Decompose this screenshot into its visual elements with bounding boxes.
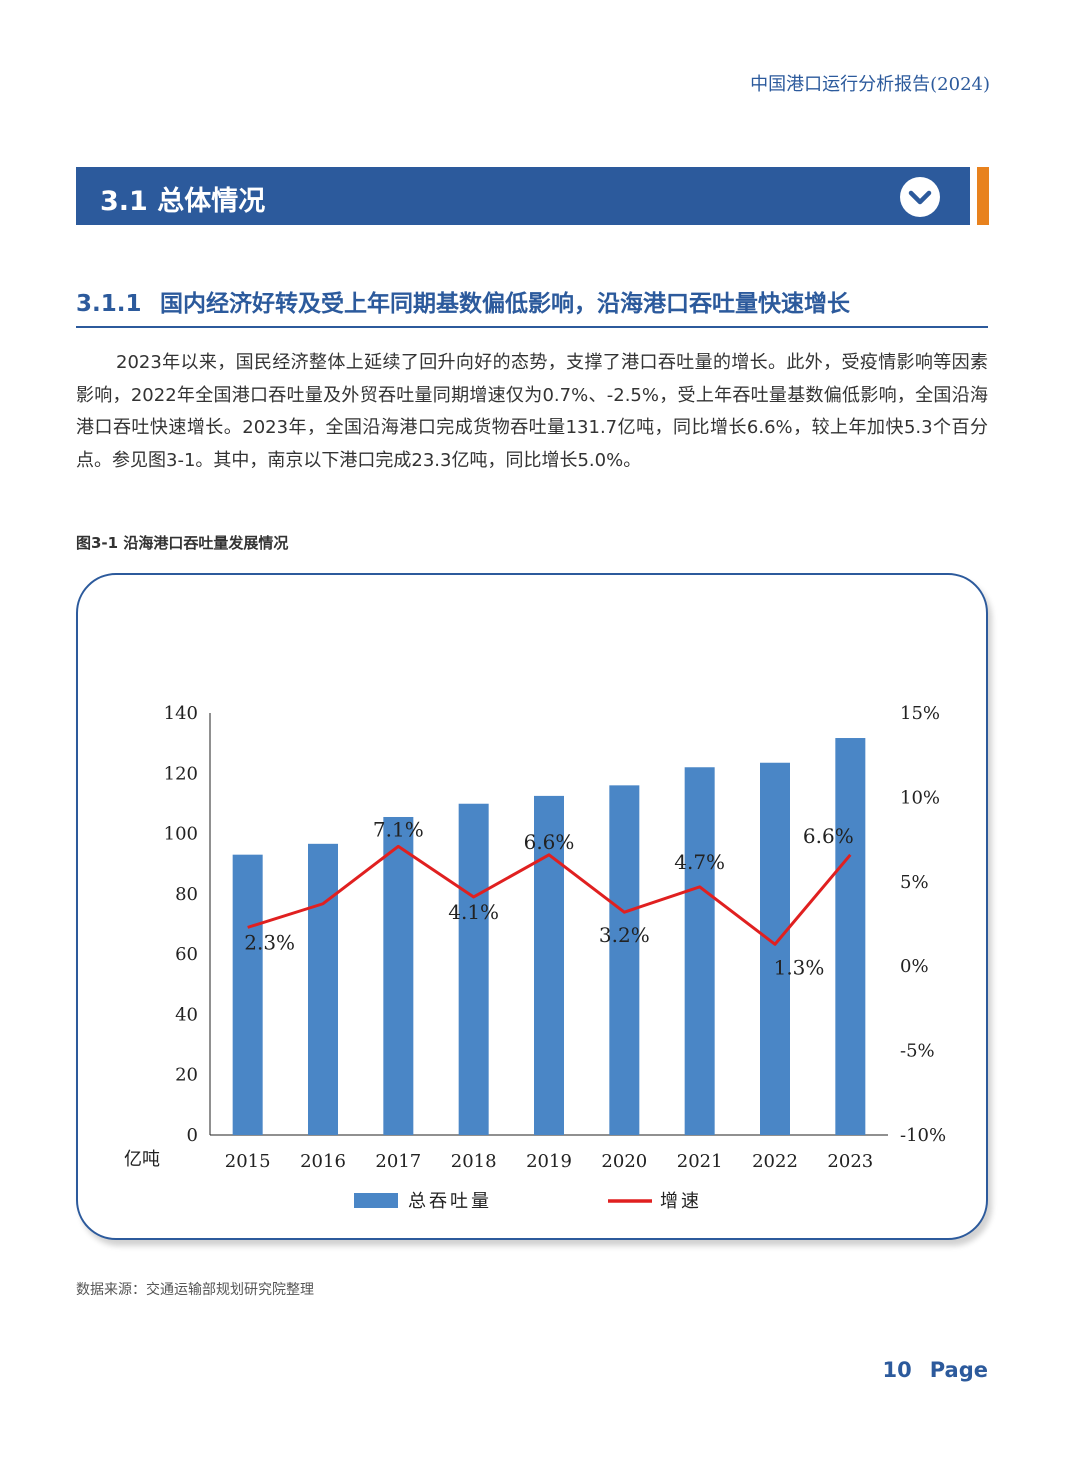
- body-paragraph: 2023年以来，国民经济整体上延续了回升向好的态势，支撑了港口吞吐量的增长。此外…: [76, 352, 988, 471]
- page-number: 10 Page: [882, 1358, 988, 1382]
- growth-rate-line: [247, 844, 852, 946]
- bar: [232, 854, 263, 1135]
- growth-data-label: 3.2%: [599, 923, 650, 947]
- section-accent-bar: [977, 167, 989, 225]
- bar: [760, 762, 790, 1135]
- y-right-tick-label: 5%: [900, 872, 929, 893]
- x-tick-label: 2022: [752, 1151, 798, 1172]
- x-tick-label: 2021: [677, 1151, 723, 1172]
- section-heading-bar: 3.1 总体情况: [76, 167, 970, 225]
- bar: [308, 843, 338, 1135]
- bar: [458, 803, 489, 1135]
- subsection-heading: 3.1.1 国内经济好转及受上年同期基数偏低影响，沿海港口吞吐量快速增长: [76, 284, 988, 328]
- y-left-tick-label: 80: [175, 884, 198, 905]
- growth-data-label: 7.1%: [373, 817, 424, 841]
- x-tick-label: 2020: [601, 1151, 647, 1172]
- page-label: Page: [929, 1358, 988, 1382]
- y-left-tick-label: 100: [164, 824, 198, 845]
- x-tick-label: 2019: [526, 1151, 572, 1172]
- y-left-tick-label: 40: [175, 1004, 198, 1025]
- y-left-unit-label: 亿吨: [124, 1149, 160, 1170]
- growth-data-label: 6.6%: [524, 830, 575, 854]
- y-left-tick-label: 140: [164, 703, 198, 724]
- growth-data-label: 1.3%: [774, 955, 825, 979]
- page-number-value: 10: [882, 1358, 912, 1382]
- chart-container: 0 20 40 60 80 100 120 140 -10% -5% 0% 5% 10% 15% 亿吨 201…: [76, 573, 988, 1240]
- x-tick-label: 2017: [375, 1151, 421, 1172]
- y-right-tick-label: -5%: [900, 1041, 935, 1062]
- x-tick-label: 2018: [451, 1151, 497, 1172]
- growth-data-label: 4.1%: [448, 900, 499, 924]
- y-right-tick-label: 15%: [900, 703, 940, 724]
- bar: [835, 738, 866, 1135]
- y-right-tick-label: -10%: [900, 1125, 946, 1146]
- x-tick-label: 2016: [300, 1151, 346, 1172]
- growth-data-label: 4.7%: [674, 850, 725, 874]
- y-left-tick-label: 120: [164, 763, 198, 784]
- legend-line-label: 增速: [660, 1191, 702, 1212]
- y-right-tick-label: 10%: [900, 787, 940, 808]
- section-title: 3.1 总体情况: [100, 186, 266, 217]
- growth-data-label: 2.3%: [244, 930, 295, 954]
- subsection-number: 3.1.1: [76, 291, 142, 317]
- y-right-tick-label: 0%: [900, 956, 929, 977]
- y-left-tick-label: 60: [175, 944, 198, 965]
- report-header-title: 中国港口运行分析报告(2024): [750, 74, 990, 95]
- x-tick-label: 2023: [827, 1151, 873, 1172]
- growth-data-label: 6.6%: [803, 824, 854, 848]
- data-source-note: 数据来源：交通运输部规划研究院整理: [76, 1282, 314, 1298]
- bar: [534, 795, 564, 1135]
- y-left-tick-label: 0: [187, 1125, 198, 1146]
- bar: [684, 767, 715, 1135]
- combo-chart: 0 20 40 60 80 100 120 140 -10% -5% 0% 5% 10% 15% 亿吨 201…: [124, 703, 946, 1212]
- figure-caption: 图3-1 沿海港口吞吐量发展情况: [76, 534, 289, 552]
- legend-bar-swatch: [354, 1193, 398, 1208]
- bar: [383, 816, 414, 1135]
- bar: [609, 785, 640, 1135]
- legend-bar-label: 总吞吐量: [408, 1191, 492, 1212]
- y-left-tick-label: 20: [175, 1065, 198, 1086]
- chevron-down-icon[interactable]: [900, 177, 940, 217]
- x-tick-label: 2015: [225, 1151, 271, 1172]
- subsection-title: 国内经济好转及受上年同期基数偏低影响，沿海港口吞吐量快速增长: [160, 291, 850, 317]
